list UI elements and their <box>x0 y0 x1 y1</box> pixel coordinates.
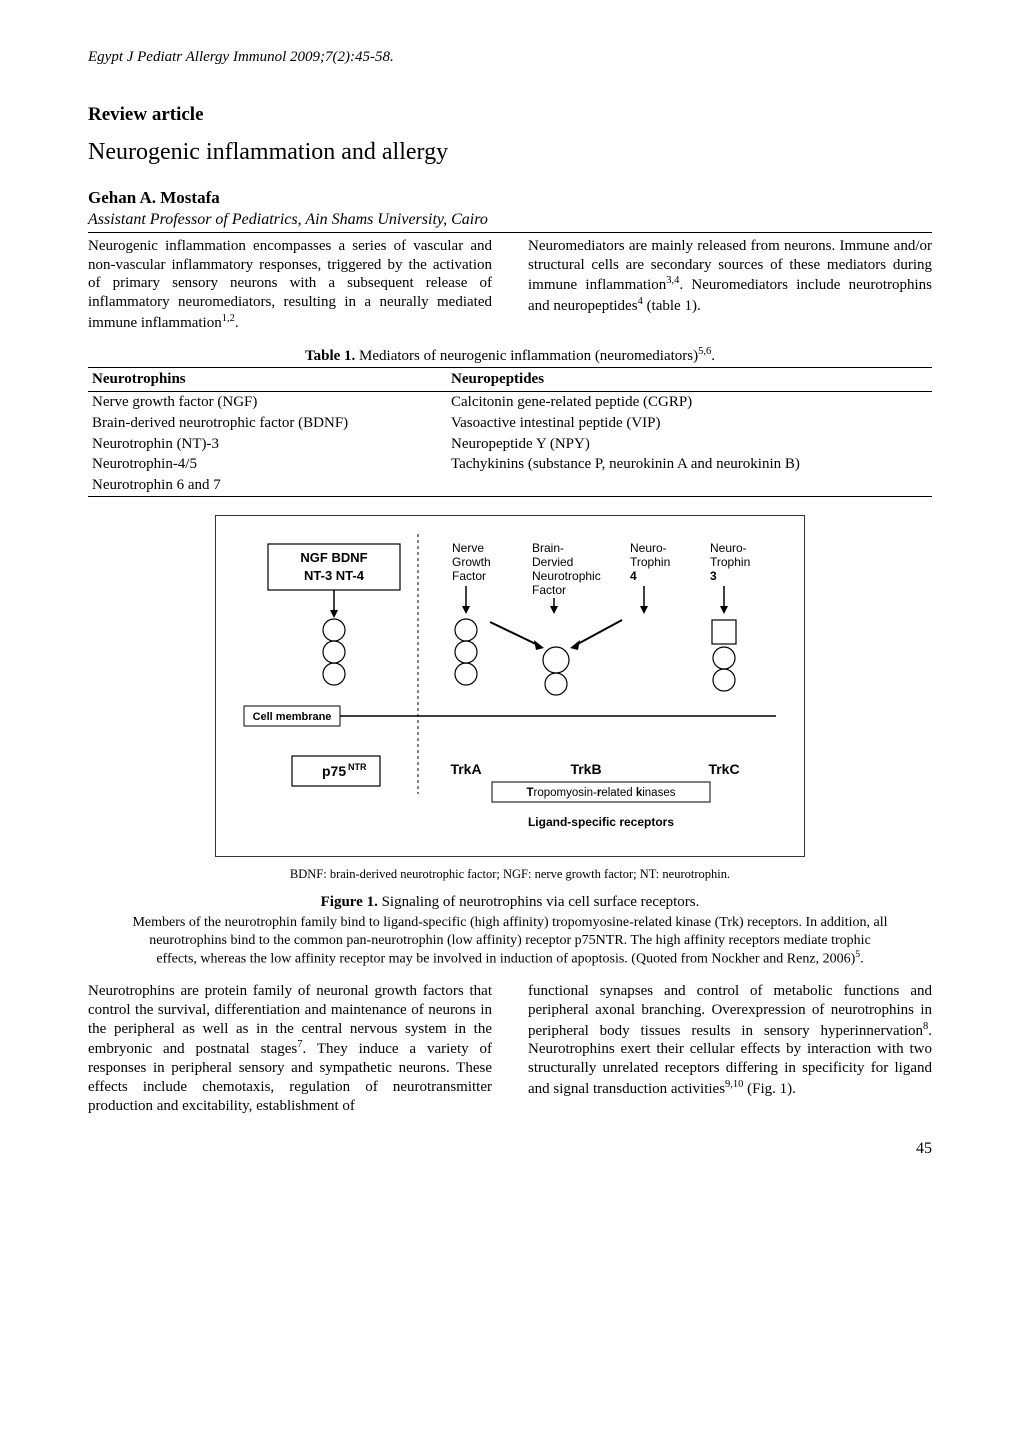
svg-text:Nerve: Nerve <box>452 541 484 555</box>
svg-text:Cell membrane: Cell membrane <box>253 711 332 723</box>
table-row: Nerve growth factor (NGF)Calcitonin gene… <box>88 392 932 413</box>
svg-text:4: 4 <box>630 569 637 583</box>
table-cell: Nerve growth factor (NGF) <box>88 392 447 413</box>
svg-text:TrkB: TrkB <box>570 761 601 777</box>
body-col-left: Neurotrophins are protein family of neur… <box>88 982 492 1115</box>
figure-box: NGF BDNF NT-3 NT-4 Nerve Growth Factor B… <box>215 515 805 857</box>
article-title: Neurogenic inflammation and allergy <box>88 137 932 167</box>
body-right-a: functional synapses and control of metab… <box>528 983 932 1039</box>
table-cell: Neuropeptide Y (NPY) <box>447 434 932 455</box>
intro-left-sup: 1,2 <box>222 313 235 324</box>
table-caption-prefix: Table 1. <box>305 348 355 364</box>
table-row: Neurotrophin (NT)-3Neuropeptide Y (NPY) <box>88 434 932 455</box>
table-row: Neurotrophin 6 and 7 <box>88 475 932 496</box>
body-right-c: (Fig. 1). <box>743 1081 796 1097</box>
intro-col-left: Neurogenic inflammation encompasses a se… <box>88 237 492 333</box>
svg-text:Ligand-specific receptors: Ligand-specific receptors <box>528 815 674 829</box>
table-cell <box>447 475 932 496</box>
svg-text:Factor: Factor <box>532 583 566 597</box>
svg-text:Tropomyosin-related kinases: Tropomyosin-related kinases <box>527 787 676 799</box>
table-header-right: Neuropeptides <box>447 368 932 392</box>
intro-right-sup1: 3,4 <box>666 275 679 286</box>
table-cell: Tachykinins (substance P, neurokinin A a… <box>447 454 932 475</box>
svg-text:Neuro-: Neuro- <box>710 541 747 555</box>
svg-text:NGF BDNF: NGF BDNF <box>300 550 367 565</box>
figure-caption-body-tail: . <box>860 952 864 967</box>
figure-subcaption: BDNF: brain-derived neurotrophic factor;… <box>215 867 805 883</box>
svg-text:Trophin: Trophin <box>630 555 670 569</box>
table-caption: Table 1. Mediators of neurogenic inflamm… <box>88 345 932 366</box>
table-row: Brain-derived neurotrophic factor (BDNF)… <box>88 413 932 434</box>
figure-caption-rest: Signaling of neurotrophins via cell surf… <box>378 894 700 910</box>
author-name: Gehan A. Mostafa <box>88 187 932 208</box>
svg-text:Neurotrophic: Neurotrophic <box>532 569 601 583</box>
body-col-right: functional synapses and control of metab… <box>528 982 932 1115</box>
intro-right-tail: (table 1). <box>643 298 701 314</box>
svg-text:Factor: Factor <box>452 569 486 583</box>
figure-svg: NGF BDNF NT-3 NT-4 Nerve Growth Factor B… <box>230 526 790 846</box>
intro-col-right: Neuromediators are mainly released from … <box>528 237 932 333</box>
table-cell: Neurotrophin-4/5 <box>88 454 447 475</box>
svg-text:NTR: NTR <box>348 762 367 772</box>
svg-text:Trophin: Trophin <box>710 555 750 569</box>
table-cell: Calcitonin gene-related peptide (CGRP) <box>447 392 932 413</box>
figure-caption-title: Figure 1. Signaling of neurotrophins via… <box>88 893 932 912</box>
neuromediator-table: Neurotrophins Neuropeptides Nerve growth… <box>88 367 932 497</box>
divider <box>88 232 932 233</box>
figure-caption-bold: Figure 1. <box>321 894 378 910</box>
figure-caption-body: Members of the neurotrophin family bind … <box>128 914 892 968</box>
journal-reference: Egypt J Pediatr Allergy Immunol 2009;7(2… <box>88 48 932 67</box>
body-columns: Neurotrophins are protein family of neur… <box>88 982 932 1115</box>
table-cell: Brain-derived neurotrophic factor (BDNF) <box>88 413 447 434</box>
author-affiliation: Assistant Professor of Pediatrics, Ain S… <box>88 210 932 230</box>
intro-left-text: Neurogenic inflammation encompasses a se… <box>88 238 492 331</box>
svg-text:Dervied: Dervied <box>532 555 573 569</box>
svg-text:Growth: Growth <box>452 555 491 569</box>
svg-text:TrkC: TrkC <box>708 761 739 777</box>
body-right-b-sup: 9,10 <box>725 1079 743 1090</box>
svg-text:TrkA: TrkA <box>450 761 481 777</box>
svg-text:Brain-: Brain- <box>532 541 564 555</box>
table-cell: Neurotrophin (NT)-3 <box>88 434 447 455</box>
table-caption-sup: 5,6 <box>698 346 711 357</box>
section-label: Review article <box>88 103 932 127</box>
figure-caption-body-text: Members of the neurotrophin family bind … <box>132 915 887 967</box>
table-row: Neurotrophin-4/5Tachykinins (substance P… <box>88 454 932 475</box>
table-caption-tail: . <box>711 348 715 364</box>
table-header-left: Neurotrophins <box>88 368 447 392</box>
table-caption-text: Mediators of neurogenic inflammation (ne… <box>355 348 698 364</box>
svg-text:3: 3 <box>710 569 717 583</box>
intro-columns: Neurogenic inflammation encompasses a se… <box>88 237 932 333</box>
svg-text:NT-3 NT-4: NT-3 NT-4 <box>304 568 365 583</box>
svg-text:p75: p75 <box>322 763 346 779</box>
figure-1: NGF BDNF NT-3 NT-4 Nerve Growth Factor B… <box>88 515 932 884</box>
table-cell: Vasoactive intestinal peptide (VIP) <box>447 413 932 434</box>
table-cell: Neurotrophin 6 and 7 <box>88 475 447 496</box>
svg-text:Neuro-: Neuro- <box>630 541 667 555</box>
page-number: 45 <box>88 1139 932 1159</box>
intro-left-tail: . <box>235 315 239 331</box>
